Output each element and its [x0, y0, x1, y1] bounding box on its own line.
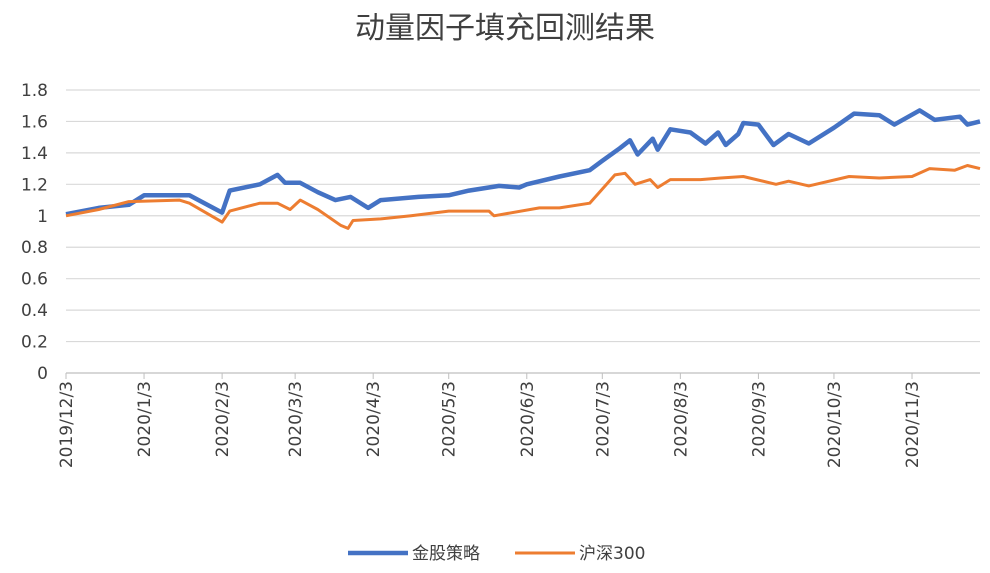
x-axis: 2019/12/3 2020/1/3 2020/2/3 2020/3/3 2020/4/…	[57, 373, 923, 468]
y-tick-label: 1.6	[21, 112, 48, 132]
y-tick-label: 1.8	[21, 81, 48, 101]
x-tick-label: 2020/4/3	[364, 381, 384, 457]
y-tick-label: 1.4	[21, 144, 48, 164]
x-tick-label: 2020/2/3	[213, 381, 233, 457]
y-tick-label: 0.2	[21, 333, 48, 353]
series-line-0	[65, 108, 981, 217]
x-tick-label: 2020/9/3	[749, 381, 769, 457]
x-tick-label: 2019/12/3	[57, 381, 77, 468]
y-tick-label: 0.8	[21, 238, 48, 258]
legend: 金股策略 沪深300	[348, 544, 645, 564]
legend-label: 沪深300	[579, 544, 645, 564]
y-tick-label: 0	[37, 364, 48, 384]
series-lines	[65, 108, 981, 230]
y-tick-label: 1	[37, 207, 48, 227]
x-tick-label: 2020/5/3	[440, 381, 460, 457]
y-axis: 0 0.2 0.4 0.6 0.8 1 1.2 1.4 1.6 1.8	[21, 81, 48, 384]
x-tick-label: 2020/11/3	[903, 381, 923, 468]
y-tick-label: 1.2	[21, 175, 48, 195]
y-tick-label: 0.6	[21, 270, 48, 290]
x-tick-label: 2020/10/3	[825, 381, 845, 468]
legend-label: 金股策略	[412, 544, 480, 564]
series-line-1	[65, 164, 981, 230]
gridlines	[66, 89, 980, 374]
chart-title: 动量因子填充回测结果	[355, 11, 655, 46]
x-tick-label: 2020/8/3	[671, 381, 691, 457]
x-tick-label: 2020/7/3	[593, 381, 613, 457]
x-tick-label: 2020/1/3	[135, 381, 155, 457]
y-tick-label: 0.4	[21, 301, 48, 321]
x-tick-label: 2020/6/3	[518, 381, 538, 457]
x-tick-label: 2020/3/3	[286, 381, 306, 457]
